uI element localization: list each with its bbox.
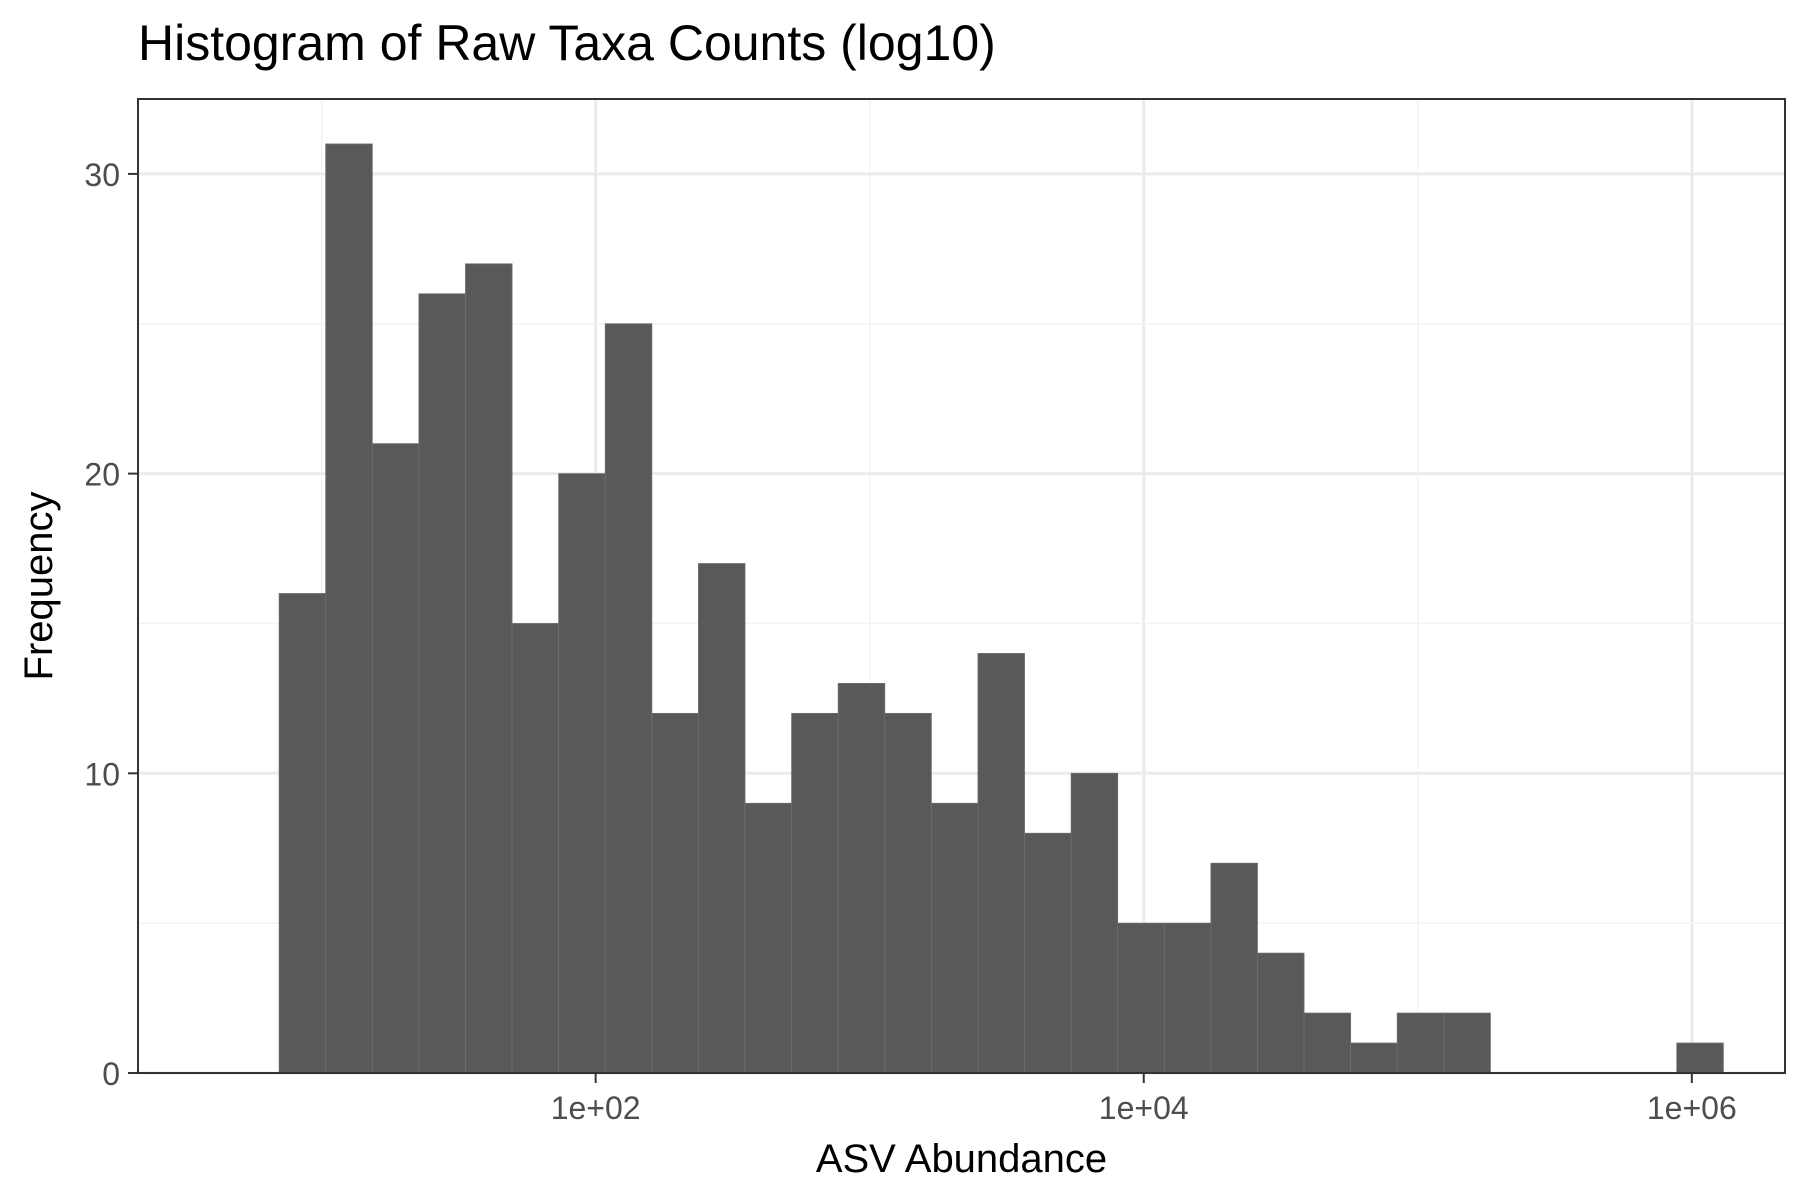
panel-border (137, 98, 1786, 1074)
y-tick-label: 20 (84, 457, 120, 493)
histogram-bar (977, 653, 1025, 1074)
histogram-bar (698, 563, 746, 1074)
y-tick-label: 10 (84, 756, 120, 792)
histogram-bar (511, 623, 560, 1074)
histogram-bar (930, 802, 979, 1074)
histogram-bar (1163, 922, 1212, 1074)
histogram-bar (1350, 1042, 1398, 1074)
histogram-bar (1303, 1012, 1352, 1074)
histogram-bar (1676, 1042, 1724, 1074)
histogram-bar (1396, 1012, 1445, 1074)
histogram-bar (558, 473, 606, 1074)
histogram-bar (418, 293, 466, 1074)
histogram-bar (1117, 922, 1165, 1074)
histogram-bar (1024, 832, 1072, 1074)
histogram-bar (465, 263, 513, 1074)
y-axis: 0 10 20 30 (84, 157, 138, 1092)
x-tick-label: 1e+02 (551, 1090, 641, 1126)
histogram-bar (1443, 1012, 1491, 1074)
histogram-bars (278, 143, 1724, 1074)
y-tick-label: 30 (84, 157, 120, 193)
histogram-bar (837, 683, 886, 1074)
x-axis: 1e+02 1e+04 1e+06 (551, 1073, 1737, 1126)
histogram-bar (278, 593, 327, 1074)
histogram-bar (884, 712, 932, 1074)
x-tick-label: 1e+04 (1099, 1090, 1189, 1126)
x-axis-title: ASV Abundance (816, 1137, 1107, 1181)
y-axis-title: Frequency (17, 492, 61, 681)
histogram-bar (1070, 772, 1119, 1074)
histogram-bar (604, 323, 653, 1074)
histogram-bar (371, 443, 420, 1074)
histogram-bar (1257, 952, 1305, 1074)
histogram-bar (744, 802, 792, 1074)
histogram-bar (651, 712, 699, 1074)
x-tick-label: 1e+06 (1647, 1090, 1737, 1126)
histogram-bar (1210, 862, 1258, 1074)
chart-title: Histogram of Raw Taxa Counts (log10) (138, 15, 996, 71)
histogram-bar (791, 712, 839, 1074)
histogram-bar (325, 143, 373, 1074)
y-tick-label: 0 (102, 1056, 120, 1092)
